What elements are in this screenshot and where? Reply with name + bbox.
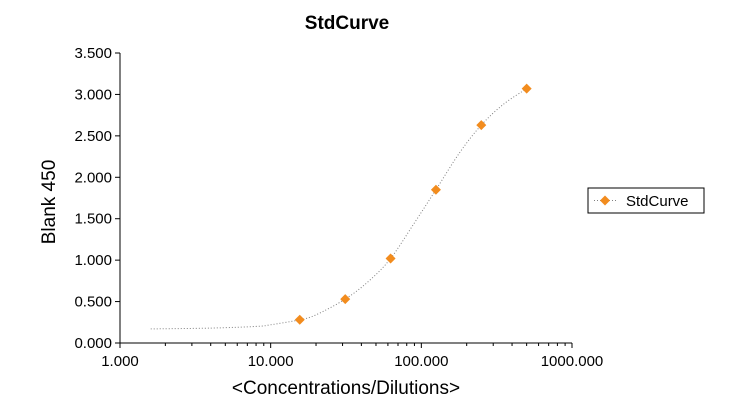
x-tick-label: 10.000 bbox=[248, 353, 294, 370]
legend-marker bbox=[600, 195, 610, 206]
chart-title: StdCurve bbox=[305, 13, 389, 34]
y-tick-label: 3.500 bbox=[74, 45, 112, 62]
x-tick-label: 1.000 bbox=[101, 353, 139, 370]
legend: StdCurve bbox=[587, 187, 705, 214]
data-point bbox=[385, 253, 396, 264]
data-point bbox=[521, 83, 532, 94]
x-tick-label: 1000.000 bbox=[541, 353, 604, 370]
x-axis-label: <Concentrations/Dilutions> bbox=[232, 378, 460, 399]
data-point bbox=[340, 294, 351, 305]
data-point bbox=[476, 120, 487, 131]
y-tick-label: 1.500 bbox=[74, 211, 112, 228]
y-tick-label: 0.000 bbox=[74, 335, 112, 352]
fit-curve-layer bbox=[150, 88, 527, 330]
axes: 0.000 0.500 1.000 1.500 2.000 2.500 3.000 3.500… bbox=[74, 45, 603, 370]
x-tick-label: 100.000 bbox=[394, 353, 448, 370]
y-tick-label: 3.000 bbox=[74, 86, 112, 103]
y-tick-label: 0.500 bbox=[74, 294, 112, 311]
y-tick-label: 1.000 bbox=[74, 252, 112, 269]
legend-label: StdCurve bbox=[626, 193, 689, 210]
data-points-layer bbox=[294, 83, 532, 325]
y-tick-label: 2.000 bbox=[74, 169, 112, 186]
data-point bbox=[294, 314, 305, 325]
y-axis-label: Blank 450 bbox=[39, 160, 60, 245]
y-tick-label: 2.500 bbox=[74, 128, 112, 145]
data-point bbox=[430, 184, 441, 195]
fit-curve-line bbox=[150, 88, 527, 330]
